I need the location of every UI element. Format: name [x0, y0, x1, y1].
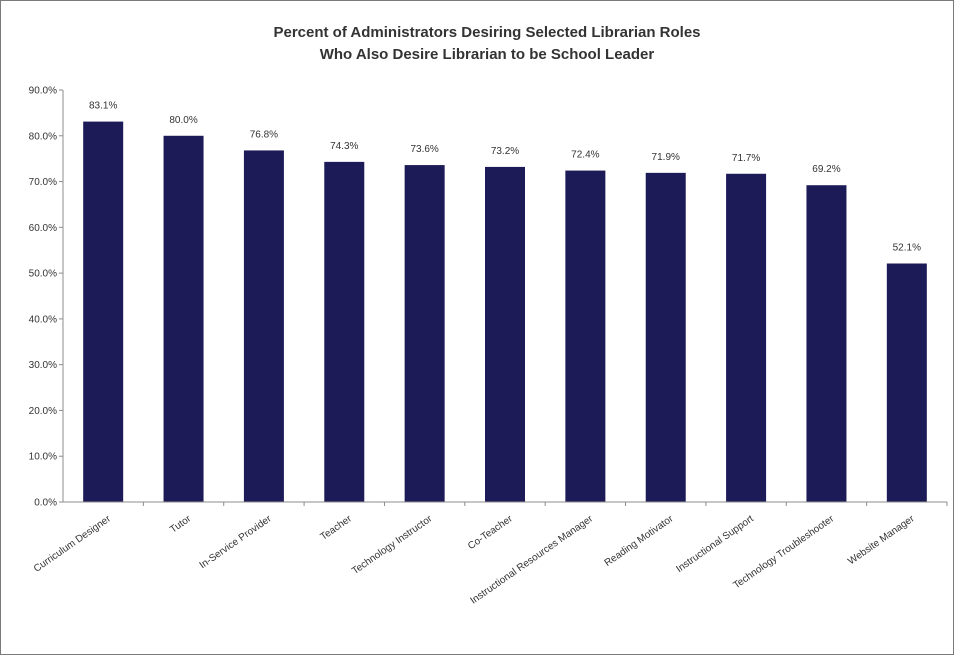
y-axis: 0.0% 10.0% 20.0% 30.0% 40.0% 50.0% 60.0% 70.0% 8… [29, 86, 64, 509]
data-label: 72.4% [571, 150, 599, 161]
x-tick-label: Co-Teacher [466, 513, 515, 552]
data-label: 69.2% [812, 164, 840, 175]
x-tick-label: Teacher [319, 513, 355, 543]
y-tick-label: 30.0% [29, 360, 57, 371]
bars [83, 121, 927, 503]
data-label: 74.3% [330, 141, 358, 152]
data-label: 76.8% [250, 129, 278, 140]
x-axis: Curriculum Designer Tutor In-Service Provi… [32, 501, 948, 607]
x-tick-label: Website Manager [846, 513, 917, 567]
data-label: 71.7% [732, 153, 760, 164]
y-tick-label: 10.0% [29, 452, 57, 463]
y-tick-label: 70.0% [29, 177, 57, 188]
x-tick-label: In-Service Provider [198, 513, 275, 571]
bar [645, 172, 686, 502]
x-tick-label: Curriculum Designer [32, 513, 114, 575]
y-tick-label: 50.0% [29, 269, 57, 280]
data-labels: 83.1% 80.0% 76.8% 74.3% 73.6% 73.2% 72.4% 71.9%… [89, 101, 921, 254]
bar [565, 170, 606, 502]
data-label: 73.6% [410, 144, 438, 155]
bar [324, 161, 365, 503]
bar [886, 263, 927, 502]
chart-title-line-1: Percent of Administrators Desiring Selec… [273, 24, 700, 41]
bar [404, 165, 445, 502]
x-tick-label: Reading Motivator [603, 513, 676, 569]
bar [726, 173, 767, 503]
y-tick-label: 20.0% [29, 406, 57, 417]
data-label: 80.0% [169, 115, 197, 126]
chart-title-line-2: Who Also Desire Librarian to be School L… [320, 46, 655, 63]
y-tick-label: 40.0% [29, 314, 57, 325]
data-label: 71.9% [652, 152, 680, 163]
x-tick-label: Tutor [168, 513, 194, 536]
y-tick-label: 0.0% [34, 498, 57, 509]
bar [485, 166, 525, 502]
data-label: 73.2% [491, 146, 519, 157]
x-tick-label: Technology Instructor [350, 513, 435, 577]
data-label: 83.1% [89, 101, 117, 112]
data-label: 52.1% [893, 242, 921, 253]
bar [806, 185, 847, 502]
y-tick-label: 60.0% [29, 223, 57, 234]
x-tick-label: Instructional Support [674, 513, 756, 575]
bar [163, 135, 204, 502]
y-tick-label: 90.0% [29, 86, 57, 97]
y-tick-label: 80.0% [29, 131, 57, 142]
bar [243, 150, 284, 502]
bar [83, 121, 124, 502]
